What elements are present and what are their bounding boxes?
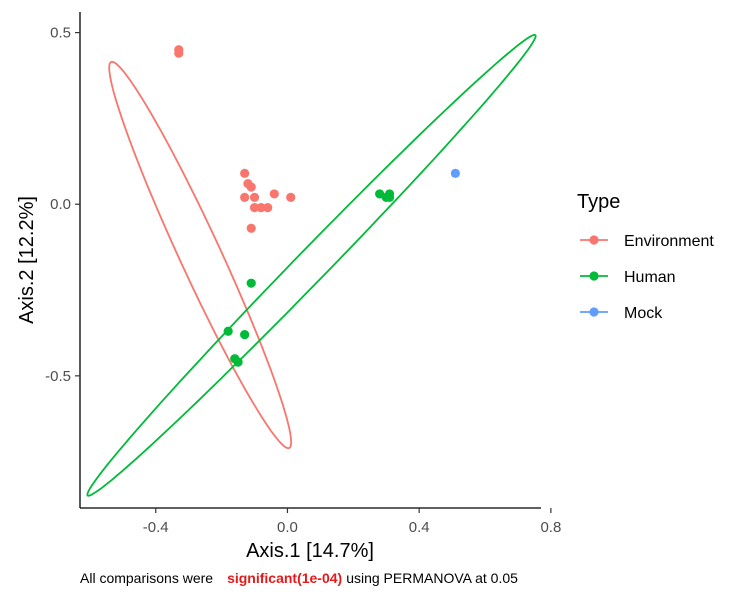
confidence-ellipses	[86, 33, 537, 497]
x-tick-label: 0.8	[540, 519, 561, 536]
caption-suffix: using PERMANOVA at 0.05	[346, 570, 518, 586]
x-axis-title: Axis.1 [14.7%]	[246, 540, 374, 562]
legend-label: Environment	[624, 233, 714, 250]
y-tick-label: 0.5	[50, 25, 71, 42]
caption: All comparisons were significant(1e-04) us…	[80, 570, 680, 586]
legend-key-point	[589, 235, 599, 245]
x-tick-label: -0.4	[143, 519, 169, 536]
x-tick-label: 0.0	[277, 519, 298, 536]
point-human	[384, 192, 395, 202]
legend-items: Environment Human Mock	[580, 233, 714, 322]
legend-item-human: Human	[580, 269, 676, 286]
point-environment	[269, 189, 279, 199]
legend-label: Human	[624, 269, 676, 286]
legend-item-environment: Environment	[580, 233, 714, 250]
point-environment	[240, 168, 250, 178]
point-mock	[450, 168, 460, 178]
point-environment	[246, 223, 256, 233]
y-tick-label: -0.5	[45, 368, 71, 385]
point-environment	[174, 48, 184, 58]
point-environment	[246, 182, 256, 192]
caption-prefix: All comparisons were	[80, 570, 214, 586]
point-environment	[249, 203, 260, 213]
y-tick-label: 0.0	[50, 196, 71, 213]
point-environment	[263, 203, 273, 213]
legend-label: Mock	[624, 305, 663, 322]
ellipse-human	[86, 33, 537, 497]
legend-key-point	[589, 307, 599, 317]
legend-key-point	[589, 271, 599, 281]
data-points	[174, 45, 460, 367]
y-axis-ticks: 0.5 0.0 -0.5	[45, 25, 80, 385]
ellipse-environment	[108, 60, 293, 450]
point-environment	[240, 192, 250, 202]
axes: -0.4 0.0 0.4 0.8 0.5 0.0 -0.5	[45, 12, 561, 536]
y-axis-title: Axis.2 [12.2%]	[16, 196, 38, 324]
x-axis-ticks: -0.4 0.0 0.4 0.8	[143, 508, 561, 536]
legend-item-mock: Mock	[580, 305, 663, 322]
point-human	[223, 326, 233, 336]
point-human	[233, 357, 243, 367]
x-tick-label: 0.4	[409, 519, 430, 536]
point-environment	[256, 203, 266, 213]
legend: Type Environment Human Mock	[577, 191, 714, 322]
caption-significance: significant(1e-04)	[227, 570, 343, 586]
point-environment	[286, 192, 296, 202]
point-human	[246, 278, 256, 288]
legend-title: Type	[577, 191, 620, 213]
point-human	[240, 330, 250, 340]
point-environment	[249, 192, 260, 202]
